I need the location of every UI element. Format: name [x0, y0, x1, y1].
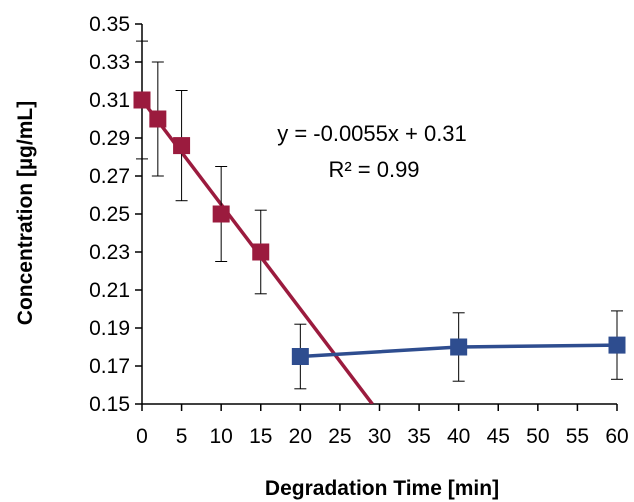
x-tick-label: 55 [566, 425, 589, 448]
y-tick-label: 0.15 [89, 393, 130, 416]
data-point [149, 110, 167, 128]
trendline-equation: y = -0.0055x + 0.31 [277, 121, 467, 146]
y-tick-label: 0.31 [89, 89, 130, 112]
y-tick-label: 0.21 [89, 279, 130, 302]
series-1 [133, 40, 374, 404]
data-point [291, 348, 309, 365]
x-tick-label: 30 [368, 425, 391, 448]
x-tick-label: 45 [487, 425, 510, 448]
data-point [173, 137, 191, 155]
series-2 [291, 310, 626, 390]
x-tick-label: 40 [447, 425, 470, 448]
x-tick-label: 60 [605, 425, 628, 448]
x-axis-ticks: 0 5 10 15 20 25 30 35 40 45 50 55 60 [136, 404, 629, 448]
y-axis-ticks: 0.15 0.17 0.19 0.21 0.23 0.25 0.27 0.29 0.31 0.33… [89, 13, 142, 416]
x-tick-label: 35 [407, 425, 430, 448]
x-tick-label: 25 [328, 425, 351, 448]
y-tick-label: 0.35 [89, 13, 130, 36]
data-point [608, 336, 626, 354]
data-point [450, 338, 468, 356]
y-tick-label: 0.19 [89, 317, 130, 340]
data-point [133, 91, 151, 109]
r-squared-label: R² = 0.99 [328, 157, 419, 182]
x-tick-label: 0 [136, 425, 148, 448]
y-tick-label: 0.33 [89, 51, 130, 74]
data-point [212, 205, 230, 223]
y-tick-label: 0.25 [89, 203, 130, 226]
y-axis-title: Concentration [µg/mL] [14, 101, 37, 325]
x-tick-label: 15 [249, 425, 272, 448]
y-tick-label: 0.23 [89, 241, 130, 264]
y-tick-label: 0.27 [89, 165, 130, 188]
x-tick-label: 10 [209, 425, 232, 448]
data-point [252, 243, 270, 261]
x-tick-label: 5 [176, 425, 188, 448]
y-tick-label: 0.29 [89, 127, 130, 150]
x-axis-title: Degradation Time [min] [265, 477, 499, 500]
x-tick-label: 50 [526, 425, 549, 448]
plot-area [133, 40, 626, 404]
y-tick-label: 0.17 [89, 355, 130, 378]
x-tick-label: 20 [289, 425, 312, 448]
